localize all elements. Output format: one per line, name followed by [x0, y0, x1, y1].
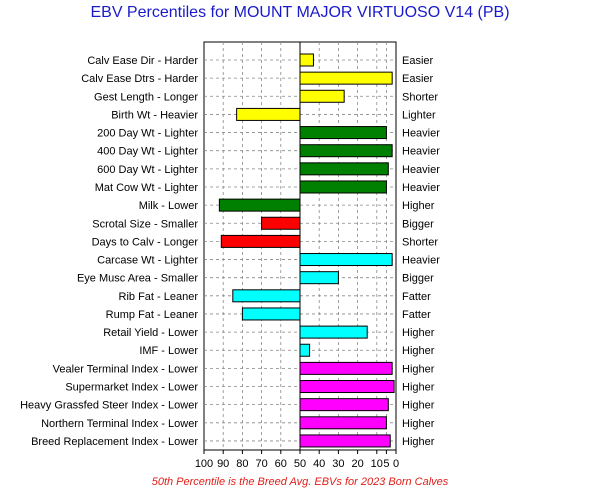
- row-label-left: Scrotal Size - Smaller: [92, 218, 198, 230]
- row-label-right: Higher: [402, 345, 435, 357]
- row-label-right: Easier: [402, 55, 434, 67]
- x-tick-label: 100: [195, 458, 213, 470]
- x-tick-label: 50: [294, 458, 306, 470]
- bar-16: [299, 343, 311, 357]
- row-label-right: Heavier: [402, 255, 440, 267]
- row-label-right: Fatter: [402, 309, 431, 321]
- bar-6: [299, 162, 389, 176]
- chart-title: EBV Percentiles for MOUNT MAJOR VIRTUOSO…: [90, 4, 510, 21]
- bar-4: [299, 126, 387, 140]
- x-tick-label: 80: [236, 458, 248, 470]
- row-label-right: Higher: [402, 400, 435, 412]
- x-tick-label: 90: [217, 458, 229, 470]
- row-label-right: Bigger: [402, 273, 434, 285]
- chart-footnote: 50th Percentile is the Breed Avg. EBVs f…: [151, 476, 449, 488]
- bar-10: [220, 234, 301, 248]
- row-label-left: Calv Ease Dtrs - Harder: [81, 73, 198, 85]
- row-label-right: Bigger: [402, 218, 434, 230]
- row-label-left: 200 Day Wt - Lighter: [97, 128, 198, 140]
- x-tick-label: 30: [332, 458, 344, 470]
- row-label-right: Higher: [402, 382, 435, 394]
- row-label-right: Lighter: [402, 109, 436, 121]
- row-label-left: Breed Replacement Index - Lower: [31, 436, 198, 448]
- row-label-left: Retail Yield - Lower: [103, 327, 198, 339]
- row-label-left: Vealer Terminal Index - Lower: [53, 363, 199, 375]
- bar-7: [299, 180, 387, 194]
- row-label-right: Shorter: [402, 91, 438, 103]
- row-label-left: 400 Day Wt - Lighter: [97, 146, 198, 158]
- bar-0: [299, 53, 314, 67]
- row-label-left: Northern Terminal Index - Lower: [41, 418, 198, 430]
- row-label-right: Higher: [402, 436, 435, 448]
- row-label-left: Calv Ease Dir - Harder: [87, 55, 198, 67]
- row-label-left: Eye Musc Area - Smaller: [77, 273, 198, 285]
- row-label-right: Higher: [402, 200, 435, 212]
- row-label-left: Heavy Grassfed Steer Index - Lower: [20, 400, 198, 412]
- row-label-right: Easier: [402, 73, 434, 85]
- row-label-right: Heavier: [402, 164, 440, 176]
- row-label-right: Fatter: [402, 291, 431, 303]
- row-label-left: IMF - Lower: [139, 345, 198, 357]
- bar-9: [261, 216, 301, 230]
- row-label-left: Days to Calv - Longer: [92, 236, 199, 248]
- row-label-left: Mat Cow Wt - Lighter: [95, 182, 199, 194]
- bar-11: [299, 253, 393, 267]
- x-tick-label: 0: [393, 458, 399, 470]
- row-label-left: Supermarket Index - Lower: [65, 382, 198, 394]
- bar-13: [232, 289, 301, 303]
- row-label-left: Carcase Wt - Lighter: [97, 255, 198, 267]
- row-label-right: Higher: [402, 418, 435, 430]
- x-tick-label: 40: [313, 458, 325, 470]
- row-label-left: Birth Wt - Heavier: [111, 109, 198, 121]
- row-label-left: Gest Length - Longer: [94, 91, 198, 103]
- row-label-right: Shorter: [402, 236, 438, 248]
- bar-21: [299, 434, 391, 448]
- row-label-left: Milk - Lower: [139, 200, 199, 212]
- bar-8: [218, 198, 301, 212]
- bar-12: [299, 271, 339, 285]
- x-tick-label: 10: [371, 458, 383, 470]
- row-label-left: Rib Fat - Leaner: [119, 291, 199, 303]
- row-label-left: 600 Day Wt - Lighter: [97, 164, 198, 176]
- row-label-left: Rump Fat - Leaner: [106, 309, 199, 321]
- bar-20: [299, 416, 387, 430]
- x-tick-label: 20: [351, 458, 363, 470]
- row-label-right: Heavier: [402, 128, 440, 140]
- row-label-right: Heavier: [402, 146, 440, 158]
- bar-19: [299, 398, 389, 412]
- x-tick-label: 70: [255, 458, 267, 470]
- bar-2: [299, 89, 345, 103]
- bar-17: [299, 361, 393, 375]
- bar-3: [236, 107, 301, 121]
- x-tick-label: 5: [383, 458, 389, 470]
- bar-15: [299, 325, 368, 339]
- bar-1: [299, 71, 393, 85]
- row-label-right: Heavier: [402, 182, 440, 194]
- bar-5: [299, 144, 393, 158]
- row-label-right: Higher: [402, 327, 435, 339]
- bar-18: [299, 380, 395, 394]
- x-tick-label: 60: [275, 458, 287, 470]
- bar-14: [241, 307, 301, 321]
- row-label-right: Higher: [402, 363, 435, 375]
